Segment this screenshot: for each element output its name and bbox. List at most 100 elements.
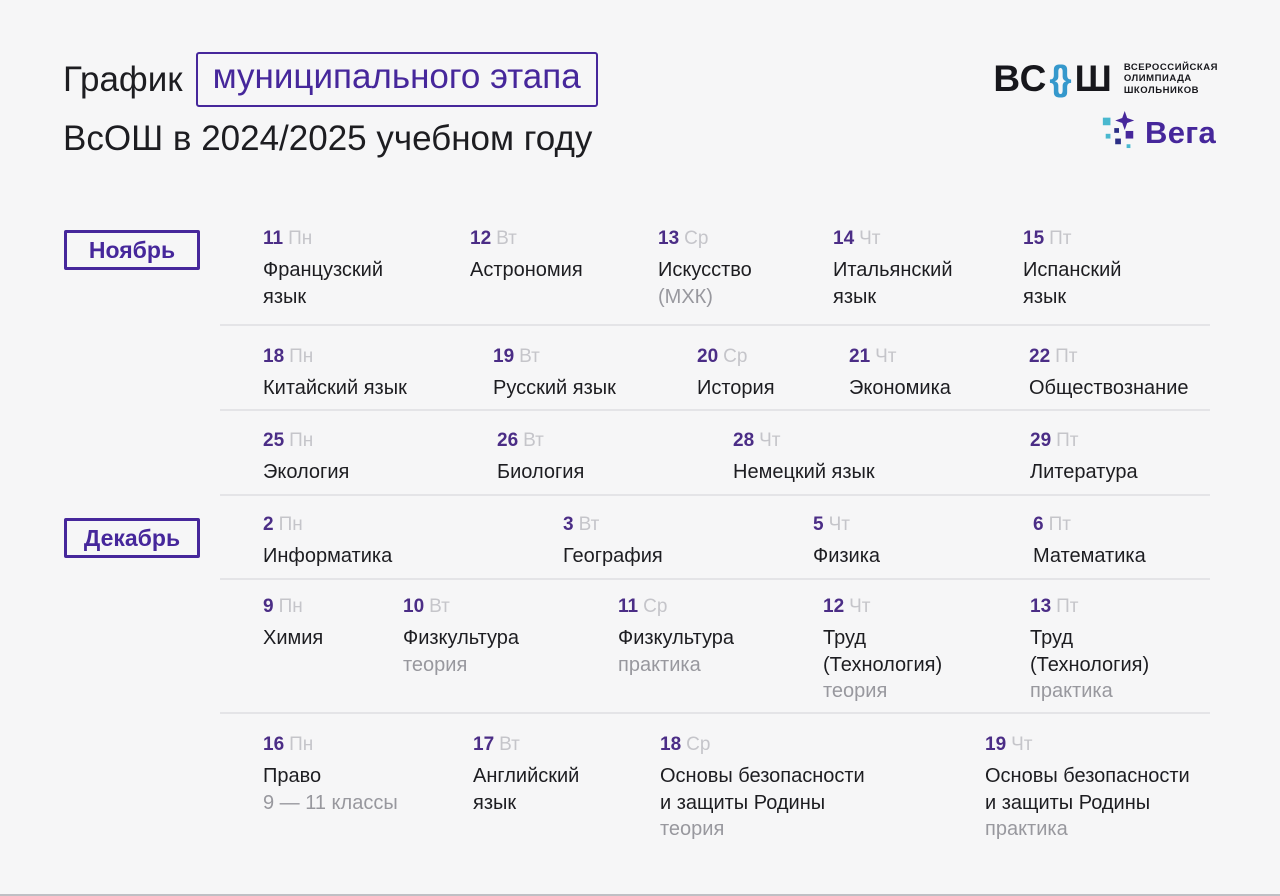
- cell-date: 29: [1030, 430, 1052, 451]
- cell-date-line: 21 Чт: [849, 346, 951, 368]
- subject-line: Физкультура: [403, 627, 520, 649]
- cell-date: 12: [823, 596, 845, 617]
- calendar-cell: 13 Ср Искусство (МХК): [658, 228, 752, 310]
- cell-date: 18: [263, 346, 285, 367]
- vsosh-wordmark-right: Ш: [1074, 58, 1113, 99]
- cell-date-line: 5 Чт: [813, 514, 880, 536]
- vsosh-logo: ВС { } Ш ВСЕРОССИЙСКАЯ ОЛИМПИАДА ШКОЛЬНИ…: [993, 58, 1218, 100]
- cell-day: Пн: [289, 734, 314, 755]
- vsosh-caption: ВСЕРОССИЙСКАЯ ОЛИМПИАДА ШКОЛЬНИКОВ: [1124, 62, 1218, 97]
- title-highlight-box: муниципального этапа: [195, 52, 598, 107]
- calendar-cell: 17 Вт Английский язык: [473, 734, 579, 816]
- cell-date-line: 20 Ср: [697, 346, 775, 368]
- calendar-cell: 10 Вт Физкультура теория: [403, 596, 519, 678]
- calendar-cell: 11 Ср Физкультура практика: [618, 596, 734, 678]
- subject-sublabel: практика: [985, 818, 1068, 840]
- cell-date-line: 22 Пт: [1029, 346, 1189, 368]
- calendar-cell: 22 Пт Обществознание: [1029, 346, 1189, 402]
- row-divider: [220, 712, 1210, 714]
- cell-date-line: 29 Пт: [1030, 430, 1138, 452]
- title-prefix: График: [63, 59, 183, 99]
- calendar-cell: 25 Пн Экология: [263, 430, 349, 486]
- calendar-cell: 18 Пн Китайский язык: [263, 346, 407, 402]
- cell-day: Вт: [578, 514, 600, 535]
- subject-line: Литература: [1030, 461, 1138, 483]
- cell-date-line: 10 Вт: [403, 596, 519, 618]
- cell-date-line: 18 Пн: [263, 346, 407, 368]
- calendar-cell: 15 Пт Испанский язык: [1023, 228, 1121, 310]
- vega-logo: Вега: [1100, 109, 1216, 156]
- subject-line: (Технология): [1030, 653, 1150, 676]
- subject-line: Испанский: [1023, 259, 1122, 281]
- cell-day: Пт: [1055, 346, 1078, 367]
- subject-line: Биология: [497, 461, 585, 483]
- subject-line: Труд: [1030, 627, 1073, 649]
- cell-day: Пн: [289, 346, 314, 367]
- cell-date: 11: [263, 228, 284, 249]
- vsosh-caption-line1: ВСЕРОССИЙСКАЯ: [1123, 61, 1218, 73]
- cell-date: 11: [618, 596, 639, 617]
- subject-line: Информатика: [263, 545, 393, 567]
- vsosh-brace-left-icon: {: [1049, 59, 1065, 98]
- cell-date: 20: [697, 346, 719, 367]
- cell-day: Пт: [1049, 228, 1072, 249]
- cell-date-line: 12 Чт: [823, 596, 942, 618]
- cell-date: 13: [658, 228, 680, 249]
- cell-day: Пн: [288, 228, 313, 249]
- cell-date: 28: [733, 430, 755, 451]
- cell-date: 16: [263, 734, 285, 755]
- subject-line: Физкультура: [618, 627, 735, 649]
- cell-date-line: 19 Вт: [493, 346, 616, 368]
- calendar-cell: 11 Пн Французский язык: [263, 228, 383, 310]
- cell-date-line: 19 Чт: [985, 734, 1190, 756]
- vsosh-wordmark-left: ВС: [993, 58, 1048, 99]
- subject-line: Искусство: [658, 259, 752, 281]
- calendar-cell: 28 Чт Немецкий язык: [733, 430, 875, 486]
- calendar-cell: 12 Вт Астрономия: [470, 228, 583, 284]
- cell-date-line: 14 Чт: [833, 228, 953, 250]
- vsosh-caption-line2: ОЛИМПИАДА: [1123, 73, 1192, 85]
- subject-line: Обществознание: [1029, 377, 1189, 399]
- subject-line: Основы безопасности: [660, 765, 865, 787]
- cell-day: Ср: [684, 228, 709, 249]
- subject-line: Русский язык: [493, 377, 616, 399]
- cell-date: 13: [1030, 596, 1052, 617]
- subject-sublabel: теория: [823, 680, 888, 702]
- cell-day: Чт: [1011, 734, 1033, 755]
- cell-date-line: 6 Пт: [1033, 514, 1146, 536]
- calendar-cell: 12 Чт Труд (Технология) теория: [823, 596, 942, 705]
- title-line-2: ВсОШ в 2024/2025 учебном году: [63, 119, 593, 158]
- calendar-cell: 2 Пн Информатика: [263, 514, 392, 570]
- cell-date-line: 3 Вт: [563, 514, 663, 536]
- calendar-cell: 20 Ср История: [697, 346, 775, 402]
- cell-date: 19: [493, 346, 515, 367]
- subject-line: География: [563, 545, 663, 567]
- month-label: Ноябрь: [64, 230, 200, 270]
- cell-date-line: 9 Пн: [263, 596, 323, 618]
- cell-date: 5: [813, 514, 824, 535]
- subject-line: и защиты Родины: [985, 791, 1151, 814]
- subject-line: и защиты Родины: [660, 791, 826, 814]
- cell-date-line: 11 Пн: [263, 228, 383, 250]
- subject-line: Французский: [263, 259, 383, 281]
- calendar-cell: 18 Ср Основы безопасности и защиты Родины те…: [660, 734, 865, 843]
- cell-date: 18: [660, 734, 682, 755]
- cell-date-line: 13 Ср: [658, 228, 752, 250]
- cell-day: Вт: [496, 228, 517, 249]
- subject-sublabel: теория: [403, 653, 468, 676]
- row-divider: [220, 494, 1210, 496]
- vsosh-brace-right-icon: }: [1058, 59, 1073, 98]
- calendar-cell: 29 Пт Литература: [1030, 430, 1138, 486]
- cell-date: 15: [1023, 228, 1045, 249]
- cell-day: Чт: [849, 596, 871, 617]
- subject-line: язык: [833, 285, 877, 308]
- subject-line: Итальянский: [833, 259, 953, 281]
- subject-line: Экономика: [849, 377, 951, 399]
- cell-date: 3: [563, 514, 574, 535]
- cell-date-line: 15 Пт: [1023, 228, 1121, 250]
- cell-day: Вт: [429, 596, 450, 617]
- cell-date: 26: [497, 430, 519, 451]
- cell-date-line: 2 Пн: [263, 514, 392, 536]
- cell-day: Пт: [1056, 596, 1079, 617]
- cell-date-line: 26 Вт: [497, 430, 584, 452]
